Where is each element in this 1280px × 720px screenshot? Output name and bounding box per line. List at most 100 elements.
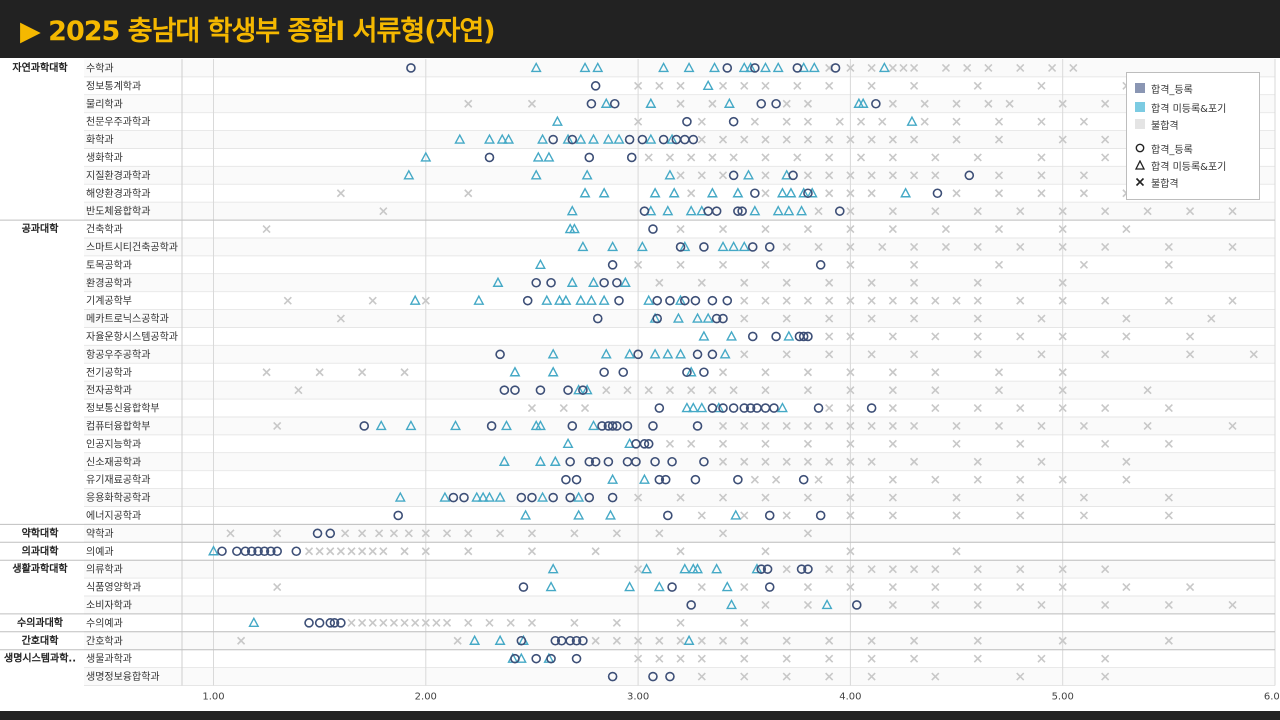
not-registered-marker <box>906 115 918 126</box>
not-registered-marker <box>619 276 631 287</box>
rejected-marker <box>803 368 813 377</box>
rejected-marker <box>941 63 951 73</box>
not-registered-marker <box>687 402 699 413</box>
not-registered-marker <box>679 563 691 574</box>
rejected-marker <box>846 403 855 413</box>
registered-marker <box>565 635 575 646</box>
registered-marker <box>590 81 601 91</box>
rejected-marker <box>1122 475 1131 484</box>
not-registered-marker <box>649 348 661 359</box>
not-registered-marker <box>698 330 710 341</box>
not-registered-marker <box>573 384 585 395</box>
registered-marker <box>253 546 263 557</box>
rejected-marker <box>718 81 728 90</box>
rejected-marker <box>740 296 749 305</box>
registered-marker <box>592 313 603 324</box>
not-registered-marker <box>662 205 674 216</box>
rejected-marker <box>910 242 919 252</box>
rejected-marker <box>740 135 749 144</box>
row-band <box>84 202 1275 220</box>
not-registered-marker <box>706 187 718 198</box>
registered-marker <box>733 206 743 216</box>
rejected-marker <box>697 171 706 180</box>
rejected-marker <box>1079 171 1088 180</box>
rejected-marker <box>931 582 940 592</box>
not-registered-marker <box>672 312 684 323</box>
registered-marker <box>527 492 537 503</box>
rejected-marker <box>888 565 897 574</box>
rejected-marker <box>994 421 1004 431</box>
rejected-marker <box>899 63 908 73</box>
rejected-marker <box>718 224 728 234</box>
not-registered-marker <box>681 402 693 413</box>
rejected-marker <box>825 171 834 180</box>
rejected-marker <box>718 368 728 377</box>
registered-marker <box>612 421 622 431</box>
rejected-marker <box>358 547 367 556</box>
not-registered-marker <box>469 634 481 645</box>
rejected-marker <box>644 386 653 395</box>
row-band <box>84 59 1275 77</box>
department-label: 스마트시티건축공학과 <box>86 241 178 253</box>
rejected-marker <box>910 171 919 180</box>
registered-marker <box>871 98 881 109</box>
not-registered-marker <box>530 169 542 180</box>
registered-marker <box>771 331 781 342</box>
rejected-marker <box>867 565 876 574</box>
not-registered-marker <box>420 151 432 162</box>
rejected-marker <box>846 242 855 252</box>
registered-marker <box>304 618 314 628</box>
not-registered-marker <box>798 187 810 198</box>
registered-marker <box>518 582 529 592</box>
rejected-marker <box>782 314 791 323</box>
rejected-marker <box>1122 332 1131 341</box>
rejected-marker <box>761 421 770 431</box>
rejected-marker <box>846 63 855 73</box>
not-registered-marker <box>692 563 704 574</box>
registered-marker <box>631 456 641 467</box>
registered-marker <box>834 206 845 216</box>
rejected-marker <box>931 171 940 180</box>
rejected-marker <box>718 457 728 466</box>
rejected-marker <box>931 565 940 574</box>
group-label: 자연과학대학 <box>12 61 68 74</box>
rejected-marker <box>888 493 897 502</box>
rejected-marker <box>878 117 887 126</box>
row-band <box>84 399 1275 417</box>
rejected-marker <box>782 117 791 126</box>
rejected-marker <box>782 242 791 252</box>
legend-item: 합격 미등록&포기 <box>1135 158 1226 173</box>
registered-marker <box>688 134 699 145</box>
registered-marker <box>803 564 813 574</box>
rejected-marker <box>612 529 621 538</box>
row-band <box>84 328 1275 345</box>
rejected-marker <box>910 421 919 431</box>
not-registered-marker <box>796 205 808 216</box>
registered-marker <box>571 653 582 664</box>
rejected-marker <box>283 296 292 305</box>
registered-marker <box>654 474 665 485</box>
registered-marker <box>663 510 673 521</box>
rejected-marker <box>527 99 537 108</box>
rejected-marker <box>1122 314 1131 323</box>
rejected-marker <box>761 457 770 466</box>
rejected-marker <box>341 529 350 538</box>
rejected-marker <box>846 493 855 502</box>
department-label: 약학과 <box>86 528 114 540</box>
rejected-marker <box>687 439 696 448</box>
registered-marker <box>815 260 826 270</box>
registered-marker <box>739 403 750 413</box>
rejected-marker <box>761 224 770 234</box>
rejected-marker <box>952 117 961 126</box>
not-registered-marker <box>808 61 820 73</box>
rejected-marker <box>910 135 919 144</box>
registered-marker <box>788 170 798 181</box>
not-registered-marker <box>484 133 495 144</box>
registered-marker <box>325 618 336 628</box>
not-registered-marker <box>573 509 585 520</box>
rejected-marker <box>464 99 473 108</box>
rejected-marker <box>1164 636 1173 645</box>
registered-marker <box>707 349 718 360</box>
rejected-marker <box>400 368 409 377</box>
not-registered-marker <box>598 294 610 305</box>
